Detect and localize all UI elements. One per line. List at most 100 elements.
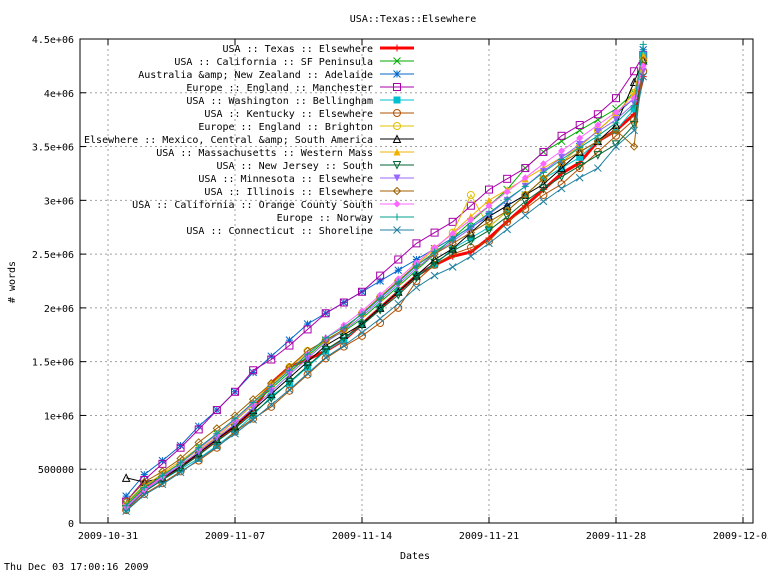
data-point — [430, 271, 439, 280]
data-point — [639, 62, 647, 70]
data-point — [322, 347, 330, 355]
marker-shape — [611, 120, 621, 130]
data-point — [285, 373, 294, 382]
data-point — [612, 94, 620, 103]
marker-shape — [393, 83, 401, 91]
data-point — [539, 184, 548, 194]
marker-stroke — [303, 369, 312, 378]
data-point — [231, 429, 239, 438]
data-point — [558, 155, 566, 163]
marker-shape — [539, 174, 548, 184]
marker-shape — [639, 62, 647, 70]
data-point — [503, 217, 512, 226]
data-point — [485, 209, 493, 217]
data-point — [485, 239, 493, 248]
marker-shape — [557, 172, 566, 182]
marker-shape — [448, 217, 457, 226]
marker-stroke — [249, 415, 257, 424]
marker-shape — [249, 404, 257, 412]
marker-shape — [393, 96, 401, 104]
data-point — [639, 67, 647, 75]
data-point — [484, 211, 494, 221]
data-point — [140, 491, 149, 499]
series-15 — [122, 72, 648, 516]
marker-stroke — [630, 126, 638, 135]
marker-shape — [285, 386, 294, 395]
marker-stroke — [594, 164, 602, 172]
series-3 — [122, 45, 648, 500]
series-layer — [121, 40, 648, 516]
series-line — [125, 60, 644, 502]
marker-shape — [212, 406, 221, 415]
data-point — [594, 127, 602, 135]
data-point — [358, 287, 366, 296]
data-point — [121, 473, 131, 482]
data-point — [576, 134, 584, 142]
data-point — [630, 67, 639, 76]
marker-shape — [484, 226, 494, 236]
marker-shape — [575, 121, 584, 130]
marker-shape — [539, 160, 547, 168]
data-point — [394, 303, 403, 312]
marker-shape — [321, 354, 330, 363]
data-point — [140, 484, 148, 492]
data-point — [431, 244, 439, 252]
marker-shape — [249, 414, 258, 423]
legend-marker — [393, 226, 401, 234]
legend-label: Elsewhere :: Mexico, Central &amp; South… — [84, 135, 373, 146]
marker-shape — [466, 201, 475, 210]
marker-shape — [393, 109, 401, 117]
data-point — [611, 120, 621, 130]
marker-stroke — [521, 211, 530, 220]
data-point — [213, 442, 221, 451]
marker-shape — [612, 131, 620, 140]
marker-stroke — [321, 353, 330, 362]
data-point — [412, 271, 421, 280]
data-point — [304, 350, 312, 358]
data-point — [212, 406, 221, 415]
data-point — [575, 161, 585, 171]
data-point — [557, 172, 566, 182]
marker-shape — [393, 122, 401, 130]
marker-stroke — [122, 507, 130, 516]
data-point — [521, 174, 529, 182]
marker-shape — [303, 357, 312, 366]
data-point — [612, 108, 620, 116]
legend-label: Australia &amp; New Zealand :: Adelaide — [138, 70, 373, 81]
data-point — [576, 153, 584, 161]
legend-label: Europe :: Norway — [277, 213, 373, 224]
marker-stroke — [485, 239, 493, 248]
marker-shape — [611, 126, 621, 135]
legend-marker — [392, 186, 402, 196]
legend-marker — [393, 122, 401, 130]
marker-shape — [557, 131, 566, 140]
legend-label: USA :: Connecticut :: Shoreline — [186, 226, 373, 237]
marker-shape — [629, 142, 639, 151]
data-point — [322, 334, 330, 342]
data-point — [339, 342, 348, 351]
data-point — [267, 382, 275, 390]
marker-stroke — [539, 197, 548, 206]
marker-shape — [594, 127, 602, 135]
data-point — [630, 102, 638, 110]
series-line — [125, 71, 644, 509]
marker-shape — [322, 338, 330, 346]
legend-label: Europe :: England :: Manchester — [186, 83, 373, 94]
data-point — [430, 249, 439, 259]
marker-shape — [502, 201, 512, 210]
marker-shape — [339, 298, 348, 307]
data-point — [466, 190, 475, 199]
data-point — [376, 318, 385, 327]
marker-stroke — [158, 480, 167, 489]
data-point — [321, 354, 330, 363]
marker-shape — [521, 164, 530, 173]
marker-shape — [231, 387, 239, 396]
marker-stroke — [358, 328, 366, 337]
marker-shape — [375, 306, 385, 315]
data-point — [376, 271, 385, 280]
data-point — [358, 310, 366, 318]
series-2 — [122, 51, 648, 508]
data-point — [629, 77, 639, 87]
marker-shape — [484, 217, 494, 227]
